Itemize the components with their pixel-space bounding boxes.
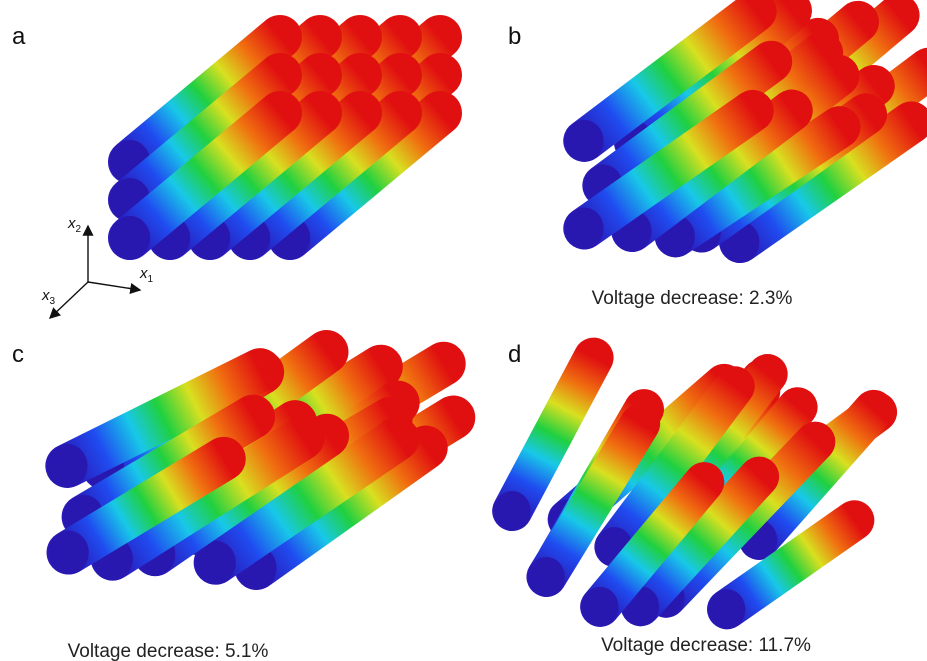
axis-label: x1 bbox=[139, 265, 154, 285]
cylinder-end bbox=[47, 444, 87, 488]
cylinder-end bbox=[494, 491, 531, 531]
axis-subscript: 3 bbox=[50, 296, 56, 307]
axis-subscript: 1 bbox=[148, 274, 154, 285]
panel-label: a bbox=[12, 23, 26, 50]
page: {"panels": [ {"label": "a"}, {"label": "… bbox=[0, 0, 927, 661]
caption: Voltage decrease: 2.3% bbox=[592, 288, 793, 309]
cylinder-end bbox=[565, 120, 604, 162]
panel-label: c bbox=[12, 341, 24, 368]
axis-arrow bbox=[88, 282, 140, 290]
cylinder-end bbox=[565, 207, 604, 249]
cylinder-end bbox=[582, 587, 619, 627]
caption: Voltage decrease: 5.1% bbox=[68, 641, 269, 661]
panel-label: b bbox=[508, 23, 521, 50]
cylinder-layer bbox=[47, 11, 927, 630]
cylinder-end bbox=[48, 531, 88, 575]
cylinder-end bbox=[110, 216, 150, 260]
figure: a b c d Voltage decrease: 2.3% Voltage d… bbox=[0, 0, 927, 661]
axis-arrow bbox=[50, 282, 88, 318]
panel-label: d bbox=[508, 341, 521, 368]
cylinder-end bbox=[709, 589, 746, 629]
axis-label: x3 bbox=[41, 287, 56, 307]
axis-subscript: 2 bbox=[76, 224, 82, 235]
axis-label: x2 bbox=[67, 215, 82, 235]
cylinder-end bbox=[528, 557, 565, 597]
caption: Voltage decrease: 11.7% bbox=[601, 635, 811, 656]
